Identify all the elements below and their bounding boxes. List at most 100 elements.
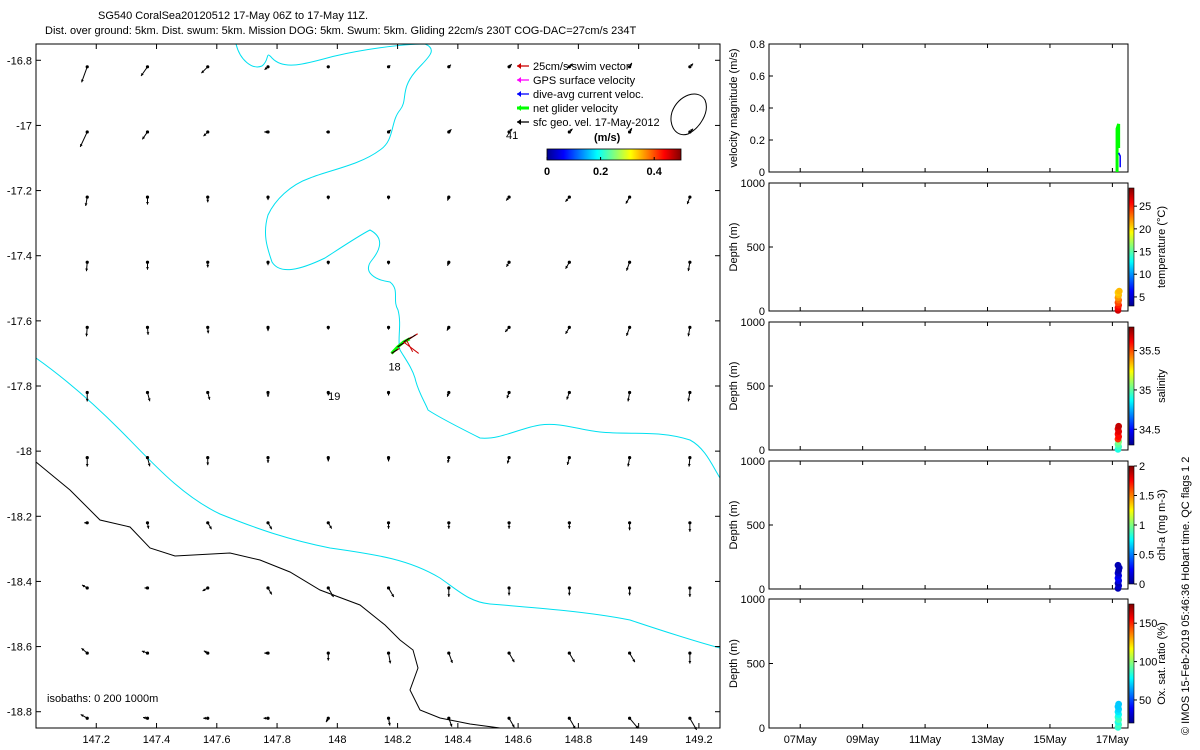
geo-velocity-arrowhead — [507, 592, 511, 596]
geo-velocity-origin — [567, 65, 571, 69]
sfc-velocity-arrow — [391, 349, 398, 354]
x-tick-label: 148.2 — [384, 734, 412, 746]
geo-velocity-arrow — [79, 131, 88, 148]
geo-velocity-origin — [326, 390, 330, 395]
geo-velocity-origin — [507, 325, 511, 329]
geo-velocity-arrowhead — [147, 398, 151, 402]
geo-velocity-origin — [266, 130, 270, 134]
y-tick-label: 0.8 — [750, 39, 765, 51]
geo-velocity-arrowhead — [202, 588, 206, 591]
colorbar-tick-label: 15 — [1139, 247, 1151, 259]
geo-velocity-origin — [567, 651, 571, 655]
geo-velocity-arrowhead — [506, 263, 510, 267]
geo-velocity-arrowhead — [446, 459, 450, 463]
geo-velocity-origin — [507, 130, 511, 134]
geo-velocity-origin — [628, 716, 632, 720]
x-tick-label: 148.6 — [504, 734, 532, 746]
geo-velocity-origin — [386, 456, 391, 460]
geo-velocity-origin — [507, 521, 511, 525]
geo-velocity-arrowhead — [506, 460, 510, 464]
geo-velocity-origin — [507, 456, 511, 460]
geo-velocity-arrowhead — [565, 265, 569, 269]
colorbar-tick-label: 150 — [1139, 618, 1157, 630]
geo-velocity-origin — [206, 521, 210, 525]
geo-velocity-arrowhead — [141, 650, 145, 654]
y-tick-label: -18.6 — [7, 642, 32, 654]
x-tick-label: 147.6 — [203, 734, 231, 746]
geo-velocity-arrowhead — [264, 651, 267, 655]
y-tick-label: 0.4 — [750, 103, 765, 115]
geo-velocity-origin — [85, 456, 89, 460]
geo-velocity-field — [79, 62, 698, 731]
geo-velocity-origin — [145, 195, 150, 199]
geo-velocity-arrow — [81, 66, 88, 83]
geo-velocity-arrowhead — [82, 584, 86, 588]
profile-sample-point — [1115, 700, 1123, 708]
map-annotations: 41 18 19 — [328, 130, 518, 403]
x-tick-label: 147.2 — [82, 734, 110, 746]
isobath-1000m-small-loop — [670, 93, 707, 136]
panel-colorbar — [1128, 603, 1135, 724]
geo-velocity-arrowhead — [146, 201, 149, 205]
colorbar-tick-label: 25 — [1139, 201, 1151, 213]
geo-velocity-origin — [688, 651, 692, 655]
geo-velocity-origin — [507, 390, 511, 395]
geo-velocity-arrowhead — [686, 201, 690, 205]
geo-velocity-arrowhead — [85, 333, 89, 337]
colorbar-tick-label: 0.4 — [647, 166, 663, 178]
geo-velocity-arrowhead — [447, 526, 451, 529]
colorbar-label: salinity — [1156, 369, 1168, 403]
legend-arrowhead — [517, 91, 521, 97]
geo-velocity-arrowhead — [206, 264, 210, 268]
geo-velocity-origin — [447, 130, 451, 134]
x-tick-label: 07May — [784, 734, 818, 746]
geo-velocity-arrowhead — [387, 458, 390, 462]
coastline-200m-south — [36, 357, 720, 649]
geo-velocity-origin — [567, 195, 571, 199]
geo-velocity-arrowhead — [628, 527, 632, 531]
geo-velocity-arrowhead — [206, 462, 210, 466]
geo-velocity-origin — [628, 260, 632, 264]
geo-velocity-origin — [447, 586, 451, 590]
x-tick-label: 148.4 — [444, 734, 472, 746]
geo-velocity-origin — [628, 195, 632, 199]
geo-velocity-origin — [628, 521, 632, 525]
title-line-1: SG540 CoralSea20120512 17-May 06Z to 17-… — [98, 10, 369, 22]
legend-label: 25cm/s swim vector — [533, 61, 630, 73]
isobath-layer — [36, 93, 707, 728]
geo-velocity-origin — [326, 651, 330, 655]
velocity-panel-frame — [768, 43, 1129, 173]
salinity-panel-frame — [768, 321, 1129, 451]
geo-velocity-origin — [386, 195, 391, 199]
temperature-panel-frame — [768, 182, 1129, 312]
geo-velocity-arrowhead — [326, 657, 330, 661]
x-tick-label: 09May — [846, 734, 880, 746]
x-tick-label: 147.8 — [263, 734, 291, 746]
y-tick-label: -17.6 — [7, 316, 32, 328]
geo-velocity-arrowhead — [567, 526, 571, 529]
panel-colorbar — [1128, 326, 1135, 446]
legend-arrowhead — [517, 63, 521, 69]
geo-velocity-origin — [567, 390, 571, 395]
geo-velocity-arrowhead — [203, 133, 207, 137]
y-tick-label: 0 — [759, 306, 765, 318]
geo-velocity-arrowhead — [629, 128, 632, 132]
geo-velocity-origin — [266, 325, 270, 329]
geo-velocity-origin — [326, 521, 330, 525]
y-tick-label: 500 — [747, 242, 765, 254]
geo-velocity-origin — [628, 456, 632, 460]
panel-colorbar — [1128, 187, 1135, 307]
geo-velocity-arrowhead — [326, 719, 329, 723]
colorbar-tick-label: 1 — [1139, 520, 1145, 532]
map-axes: 147.2 147.4 147.6 147.8 148 148.2 148.4 148.6 14… — [7, 44, 720, 746]
y-tick-label: -18.4 — [7, 576, 32, 588]
geo-velocity-arrowhead — [449, 723, 453, 727]
geo-velocity-origin — [628, 586, 632, 590]
geo-velocity-arrowhead — [85, 464, 89, 467]
geo-velocity-origin — [266, 456, 270, 460]
geo-velocity-arrowhead — [81, 648, 85, 652]
legend-arrowhead — [517, 105, 521, 111]
geo-velocity-origin — [447, 456, 451, 460]
geo-velocity-origin — [145, 586, 150, 590]
geo-velocity-origin — [145, 325, 150, 329]
